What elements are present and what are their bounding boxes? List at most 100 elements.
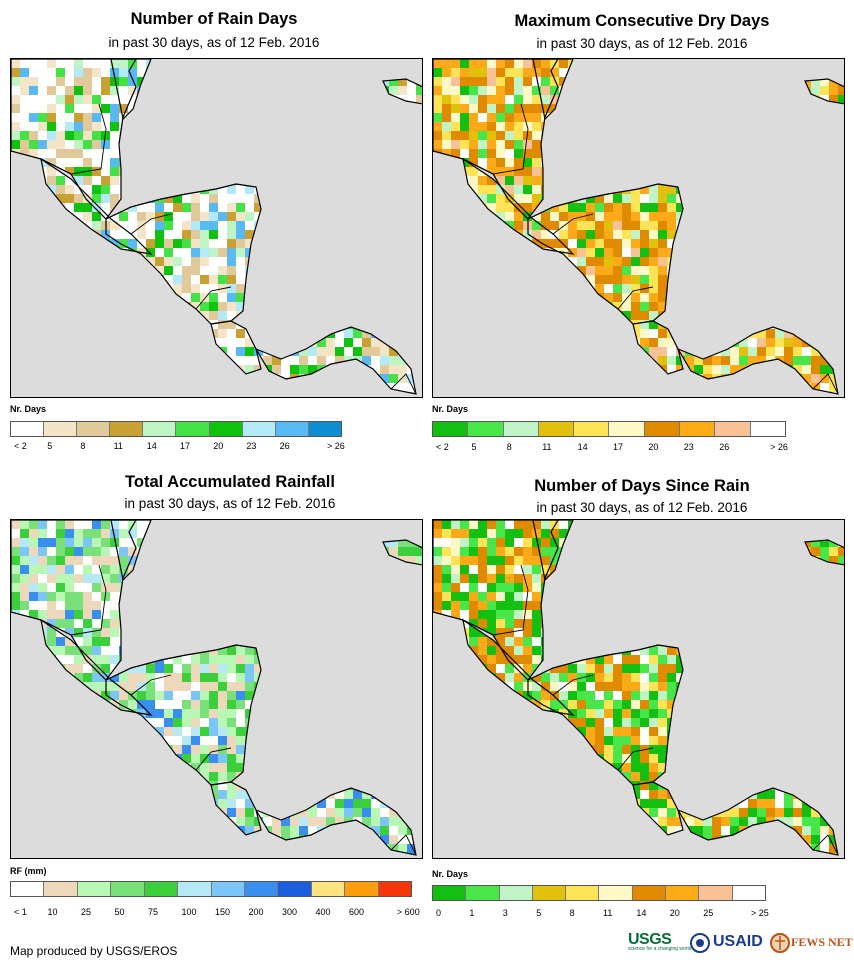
grid-cell (110, 592, 119, 601)
grid-cell (398, 736, 407, 745)
grid-cell (838, 338, 844, 347)
grid-cell (505, 302, 514, 311)
grid-cell (56, 374, 65, 383)
grid-cell (128, 691, 137, 700)
grid-cell (398, 700, 407, 709)
grid-cell (218, 185, 227, 194)
grid-cell (371, 158, 380, 167)
grid-cell (56, 691, 65, 700)
grid-cell (56, 239, 65, 248)
grid-cell (838, 158, 844, 167)
grid-cell (496, 284, 505, 293)
grid-cell (137, 610, 146, 619)
grid-cell (532, 239, 541, 248)
grid-cell (218, 565, 227, 574)
grid-cell (218, 212, 227, 221)
grid-cell (299, 311, 308, 320)
grid-cell (263, 185, 272, 194)
grid-cell (20, 302, 29, 311)
grid-cell (793, 185, 802, 194)
grid-cell (398, 592, 407, 601)
grid-cell (263, 565, 272, 574)
grid-cell (245, 113, 254, 122)
grid-cell (604, 356, 613, 365)
grid-cell (694, 68, 703, 77)
grid-cell (784, 284, 793, 293)
grid-cell (469, 122, 478, 131)
grid-cell (344, 592, 353, 601)
grid-cell (640, 365, 649, 374)
grid-cell (416, 700, 422, 709)
grid-cell (389, 691, 398, 700)
grid-cell (595, 167, 604, 176)
grid-cell (263, 329, 272, 338)
grid-cell (649, 338, 658, 347)
grid-cell (451, 383, 460, 392)
grid-cell (200, 86, 209, 95)
grid-cell (398, 374, 407, 383)
grid-cell (820, 374, 829, 383)
grid-cell (344, 628, 353, 637)
grid-cell (389, 158, 398, 167)
grid-cell (227, 745, 236, 754)
grid-cell (550, 347, 559, 356)
grid-cell (442, 293, 451, 302)
grid-cell (604, 239, 613, 248)
grid-cell (496, 95, 505, 104)
grid-cell (182, 185, 191, 194)
grid-cell (227, 365, 236, 374)
grid-cell (380, 565, 389, 574)
grid-cell (137, 347, 146, 356)
grid-cell (317, 763, 326, 772)
grid-cell (200, 275, 209, 284)
grid-cell (11, 104, 20, 113)
grid-cell (407, 221, 416, 230)
grid-cell (65, 583, 74, 592)
grid-cell (344, 347, 353, 356)
grid-cell (74, 619, 83, 628)
coastline (804, 78, 844, 105)
grid-cell (838, 176, 844, 185)
grid-cell (577, 86, 586, 95)
grid-cell (173, 167, 182, 176)
grid-cell (236, 338, 245, 347)
grid-cell (416, 248, 422, 257)
grid-cell (559, 275, 568, 284)
grid-cell (155, 77, 164, 86)
land-pixels (11, 59, 422, 394)
grid-cell (820, 158, 829, 167)
grid-cell (416, 221, 422, 230)
grid-cell (65, 790, 74, 799)
grid-cell (200, 547, 209, 556)
grid-cell (784, 356, 793, 365)
grid-cell (649, 275, 658, 284)
grid-cell (290, 754, 299, 763)
grid-cell (398, 754, 407, 763)
grid-cell (442, 158, 451, 167)
grid-cell (92, 538, 101, 547)
grid-cell (110, 529, 119, 538)
grid-cell (811, 122, 820, 131)
grid-cell (685, 302, 694, 311)
grid-cell (335, 754, 344, 763)
grid-cell (263, 266, 272, 275)
grid-cell (236, 763, 245, 772)
grid-cell (137, 374, 146, 383)
grid-cell (416, 284, 422, 293)
grid-cell (380, 365, 389, 374)
grid-cell (649, 230, 658, 239)
grid-cell (227, 320, 236, 329)
grid-cell (218, 718, 227, 727)
grid-cell (110, 248, 119, 257)
grid-cell (775, 275, 784, 284)
grid-cell (317, 374, 326, 383)
grid-cell (757, 59, 766, 68)
grid-cell (74, 140, 83, 149)
grid-cell (209, 392, 218, 394)
grid-cell (685, 266, 694, 275)
grid-cell (811, 383, 820, 392)
grid-cell (407, 374, 416, 383)
grid-cell (460, 95, 469, 104)
grid-cell (92, 637, 101, 646)
grid-cell (326, 383, 335, 392)
